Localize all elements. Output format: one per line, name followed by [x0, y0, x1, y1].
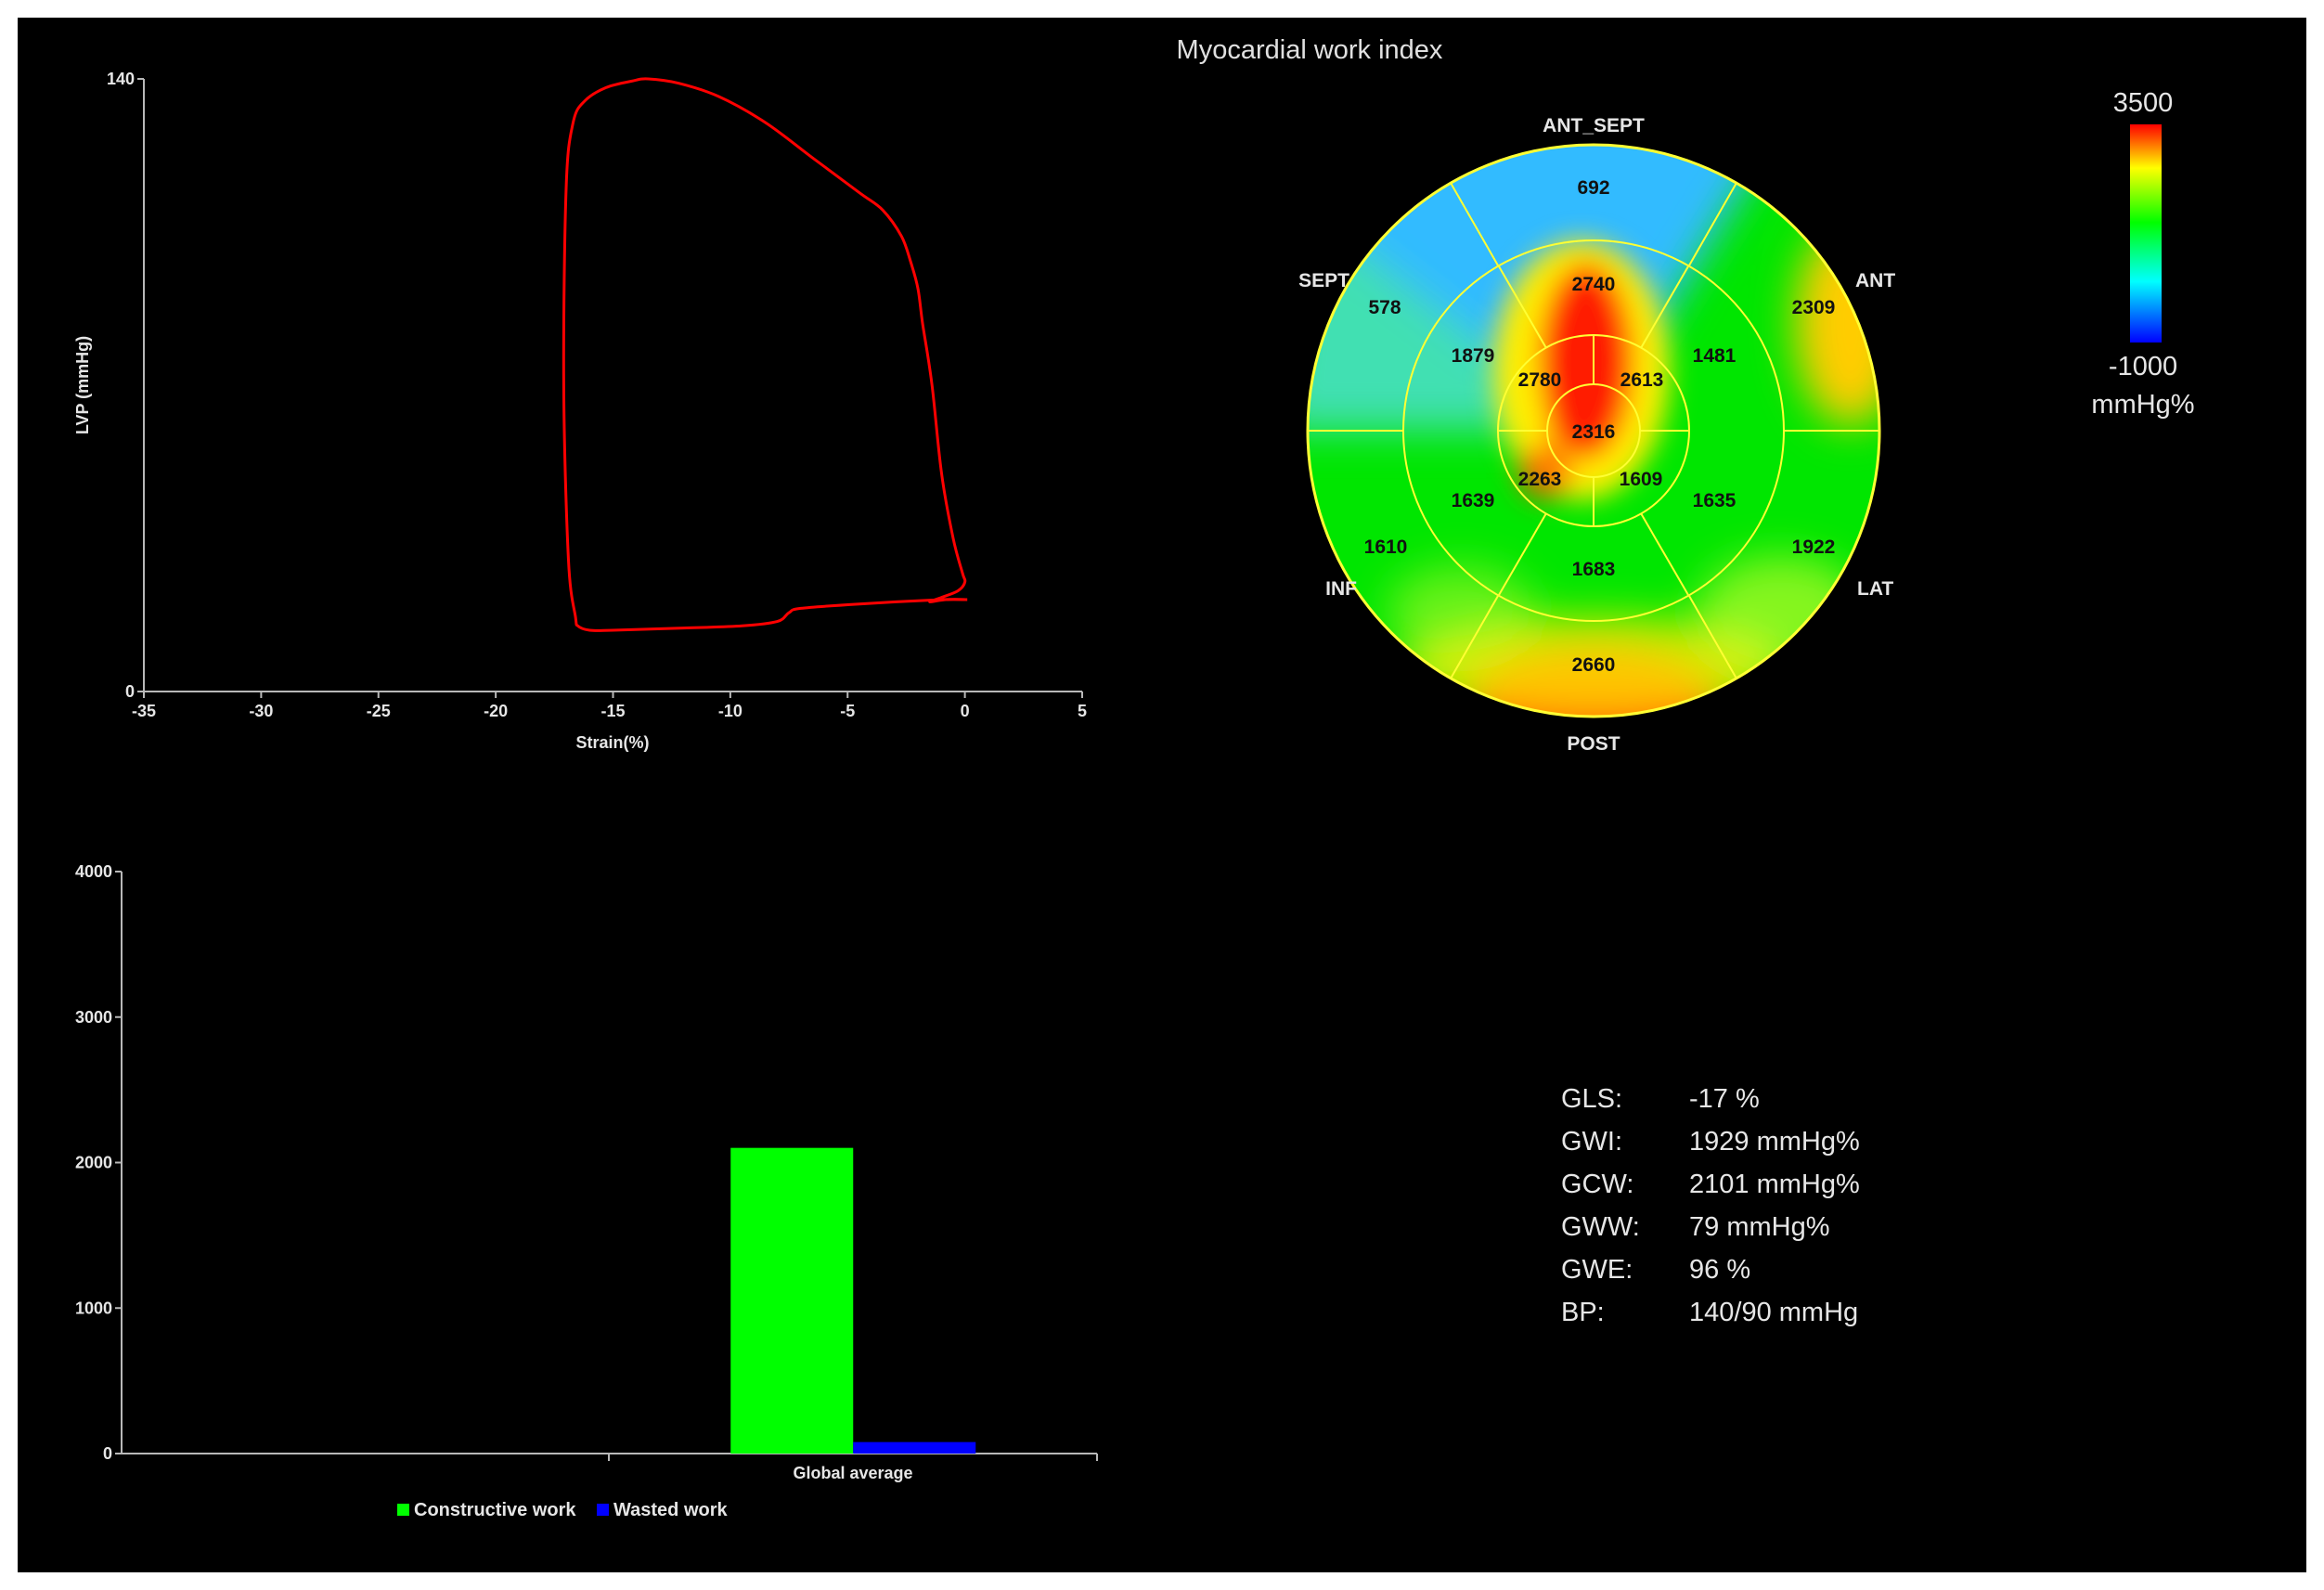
wall-label-post: POST	[1567, 733, 1620, 755]
bar-category-label: Global average	[793, 1464, 912, 1482]
pv-x-tick-label: -10	[718, 702, 742, 720]
lateral-yellow-region	[1698, 556, 1865, 667]
bar-y-tick-label: 2000	[75, 1154, 112, 1172]
wall-label-ant-sept: ANT_SEPT	[1543, 115, 1645, 136]
pv-x-tick-label: -35	[132, 702, 156, 720]
pv-x-tick-label: 5	[1078, 702, 1087, 720]
bullseye-title: Myocardial work index	[1177, 35, 1443, 65]
segment-apical-ant: 2613	[1620, 369, 1664, 391]
color-scale: 3500 -1000 mmHg%	[2091, 88, 2194, 420]
segment-apical-lat: 1609	[1620, 469, 1663, 490]
segment-basal-lat: 1922	[1792, 536, 1836, 558]
segment-apical-inf: 2263	[1518, 469, 1562, 490]
bar-y-tick-label: 0	[103, 1444, 112, 1463]
segment-mid-post: 1683	[1572, 559, 1616, 580]
segment-basal-inf: 1610	[1364, 536, 1408, 558]
bar-legend: Constructive work Wasted work	[397, 1500, 728, 1520]
apex-red-core	[1547, 380, 1621, 454]
stat-bp-value: 140/90 mmHg	[1689, 1298, 1858, 1327]
wall-label-inf: INF	[1325, 578, 1357, 600]
segment-apex: 2316	[1572, 421, 1616, 443]
pv-x-tick-label: -5	[840, 702, 855, 720]
bar-constructive-work	[730, 1147, 854, 1454]
main-canvas: -35 -30 -25 -20 -15 -10 -5 0 5 0 140 Strain(%) LVP…	[73, 35, 2195, 1520]
pv-x-tick-label: 0	[961, 702, 970, 720]
legend-label-wasted: Wasted work	[613, 1500, 728, 1520]
stat-gwi-label: GWI:	[1561, 1127, 1622, 1157]
pv-x-tick-label: -15	[600, 702, 625, 720]
stat-gww-value: 79 mmHg%	[1689, 1212, 1830, 1242]
pv-x-tick-label: -25	[367, 702, 391, 720]
legend-swatch-constructive	[397, 1504, 409, 1516]
work-panel: -35 -30 -25 -20 -15 -10 -5 0 5 0 140 Strain(%) LVP…	[18, 18, 2306, 1572]
global-stats: GLS: -17 % GWI: 1929 mmHg% GCW: 2101 mmH…	[1561, 1084, 1860, 1327]
stat-gww-label: GWW:	[1561, 1212, 1640, 1242]
inferior-yellow-region	[1387, 565, 1535, 658]
bar-y-tick-label: 4000	[75, 862, 112, 881]
wall-label-sept: SEPT	[1298, 270, 1349, 291]
scale-min-label: -1000	[2109, 352, 2177, 381]
segment-mid-lat: 1635	[1693, 490, 1737, 511]
wall-label-ant: ANT	[1855, 270, 1895, 291]
pv-x-axis-title: Strain(%)	[575, 733, 649, 752]
inferior-apical-red	[1517, 445, 1572, 500]
stat-gwe-value: 96 %	[1689, 1255, 1750, 1285]
segment-basal-sept: 578	[1368, 297, 1401, 318]
scale-gradient-bar	[2130, 124, 2162, 343]
stat-gcw-label: GCW:	[1561, 1170, 1633, 1199]
bullseye-grid	[1306, 143, 1881, 718]
segment-basal-ant: 2309	[1792, 297, 1836, 318]
pv-x-tick-label: -20	[484, 702, 508, 720]
stat-bp-label: BP:	[1561, 1298, 1605, 1327]
bar-wasted-work	[853, 1441, 976, 1454]
anterior-yellow-region	[1795, 222, 1879, 426]
scale-max-label: 3500	[2113, 88, 2174, 118]
wall-label-lat: LAT	[1857, 578, 1893, 600]
bar-y-tick-label: 3000	[75, 1008, 112, 1027]
pressure-strain-loop	[562, 77, 968, 632]
legend-label-constructive: Constructive work	[414, 1500, 576, 1520]
segment-basal-post: 2660	[1572, 654, 1616, 676]
segment-mid-inf: 1639	[1452, 490, 1495, 511]
stat-gcw-value: 2101 mmHg%	[1689, 1170, 1860, 1199]
septal-blue-region	[1308, 145, 1809, 431]
stat-gls-label: GLS:	[1561, 1084, 1622, 1114]
scale-unit-label: mmHg%	[2091, 390, 2194, 420]
segment-apical-sept: 2780	[1518, 369, 1562, 391]
segment-mid-ant-sept: 2740	[1572, 274, 1616, 295]
segment-basal-ant-sept: 692	[1577, 177, 1609, 199]
segment-mid-ant: 1481	[1693, 345, 1737, 367]
bullseye-plot: 692 2309 1922 2660 1610 578 2740 1481 16…	[1298, 115, 1895, 755]
legend-swatch-wasted	[597, 1504, 609, 1516]
bar-y-tick-label: 1000	[75, 1299, 112, 1317]
stat-gwe-label: GWE:	[1561, 1255, 1633, 1285]
pv-y-tick-label: 0	[125, 682, 135, 701]
pv-x-tick-label: -30	[249, 702, 273, 720]
pv-loop-chart: -35 -30 -25 -20 -15 -10 -5 0 5 0 140 Strain(%) LVP…	[73, 70, 1087, 752]
stat-gwi-value: 1929 mmHg%	[1689, 1127, 1860, 1157]
stat-gls-value: -17 %	[1689, 1084, 1760, 1114]
segment-mid-sept: 1879	[1452, 345, 1495, 367]
pv-y-axis-title: LVP (mmHg)	[73, 336, 92, 434]
work-bar-chart: 0 1000 2000 3000 4000 Global average Constru…	[75, 862, 1098, 1520]
pv-y-tick-label: 140	[107, 70, 135, 88]
